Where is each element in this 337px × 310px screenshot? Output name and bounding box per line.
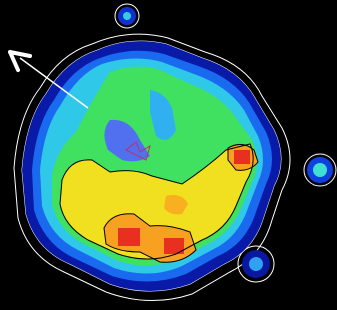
blob [249,257,263,271]
blob [313,163,327,177]
region-red [234,150,250,164]
intensity-map [0,0,337,310]
region-red [118,228,140,246]
blob [123,12,131,20]
page [0,0,337,310]
